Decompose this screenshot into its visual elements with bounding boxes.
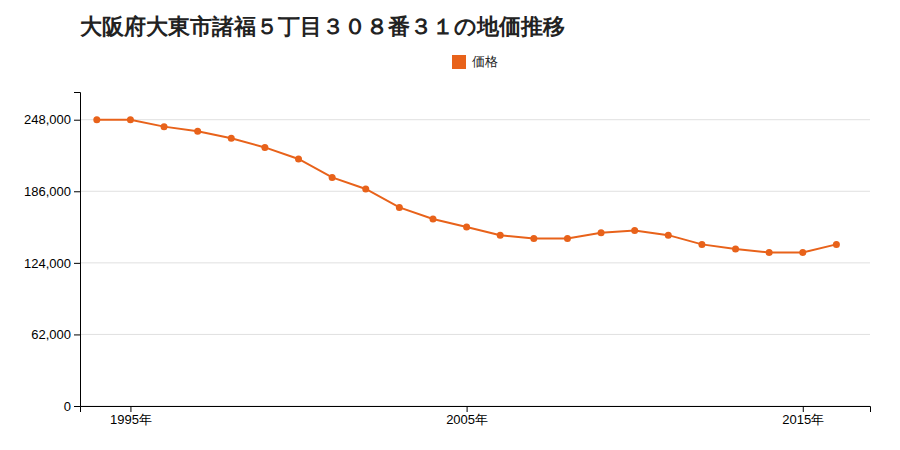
plot: 1995年 2005年 2015年 0 62,000 124,000 186,000 248,… <box>24 93 871 428</box>
tick: 1995年 <box>110 406 152 427</box>
tick-label: 2015年 <box>782 412 824 427</box>
title: 大阪府大東市諸福５丁目３０８番３１の地価推移 <box>80 14 565 39</box>
legend-item: 価格 <box>452 54 498 69</box>
axis-line <box>81 407 871 413</box>
chart: 大阪府大東市諸福５丁目３０８番３１の地価推移 1995年 2005年 2015年 0 62… <box>0 0 900 450</box>
grid <box>80 120 870 406</box>
tick: 186,000 <box>24 184 80 199</box>
line <box>97 120 837 253</box>
tick-label: 1995年 <box>110 412 152 427</box>
point <box>732 246 739 253</box>
tick-label: 124,000 <box>24 256 71 271</box>
point <box>463 224 470 231</box>
point <box>530 235 537 242</box>
legend-label: 価格 <box>472 54 498 69</box>
axis-line <box>74 93 81 407</box>
point <box>261 144 268 151</box>
point <box>194 128 201 135</box>
point <box>295 155 302 162</box>
tick: 2015年 <box>782 406 824 427</box>
tick-mark <box>467 406 468 412</box>
point <box>564 235 571 242</box>
tick-mark <box>130 406 131 412</box>
tick-label: 248,000 <box>24 112 71 127</box>
tick-mark <box>74 263 80 264</box>
point <box>799 249 806 256</box>
point <box>93 116 100 123</box>
grid-line <box>80 334 870 335</box>
point <box>329 174 336 181</box>
tick-mark <box>74 120 80 121</box>
legend-swatch <box>452 55 466 69</box>
x-axis: 1995年 2005年 2015年 <box>81 406 871 427</box>
y-axis: 0 62,000 124,000 186,000 248,000 <box>24 93 81 414</box>
tick: 248,000 <box>24 112 80 127</box>
point <box>665 232 672 239</box>
point <box>429 215 436 222</box>
point <box>161 123 168 130</box>
tick-label: 186,000 <box>24 184 71 199</box>
tick-mark <box>803 406 804 412</box>
point <box>833 241 840 248</box>
tick: 2005年 <box>446 406 488 427</box>
point <box>228 135 235 142</box>
point <box>362 185 369 192</box>
tick-label: 62,000 <box>31 327 71 342</box>
tick-mark <box>74 191 80 192</box>
tick-label: 0 <box>64 399 71 414</box>
point <box>766 249 773 256</box>
point <box>127 116 134 123</box>
point <box>631 227 638 234</box>
tick-label: 2005年 <box>446 412 488 427</box>
grid-line <box>80 191 870 192</box>
marks <box>93 116 840 256</box>
grid-line <box>80 119 870 120</box>
legend: 価格 <box>452 54 498 69</box>
point <box>598 229 605 236</box>
point <box>497 232 504 239</box>
tick: 124,000 <box>24 256 80 271</box>
grid-line <box>80 262 870 263</box>
tick: 62,000 <box>31 327 80 342</box>
tick: 0 <box>64 399 80 414</box>
point <box>396 204 403 211</box>
tick-mark <box>74 334 80 335</box>
point <box>698 241 705 248</box>
tick-mark <box>74 406 80 407</box>
